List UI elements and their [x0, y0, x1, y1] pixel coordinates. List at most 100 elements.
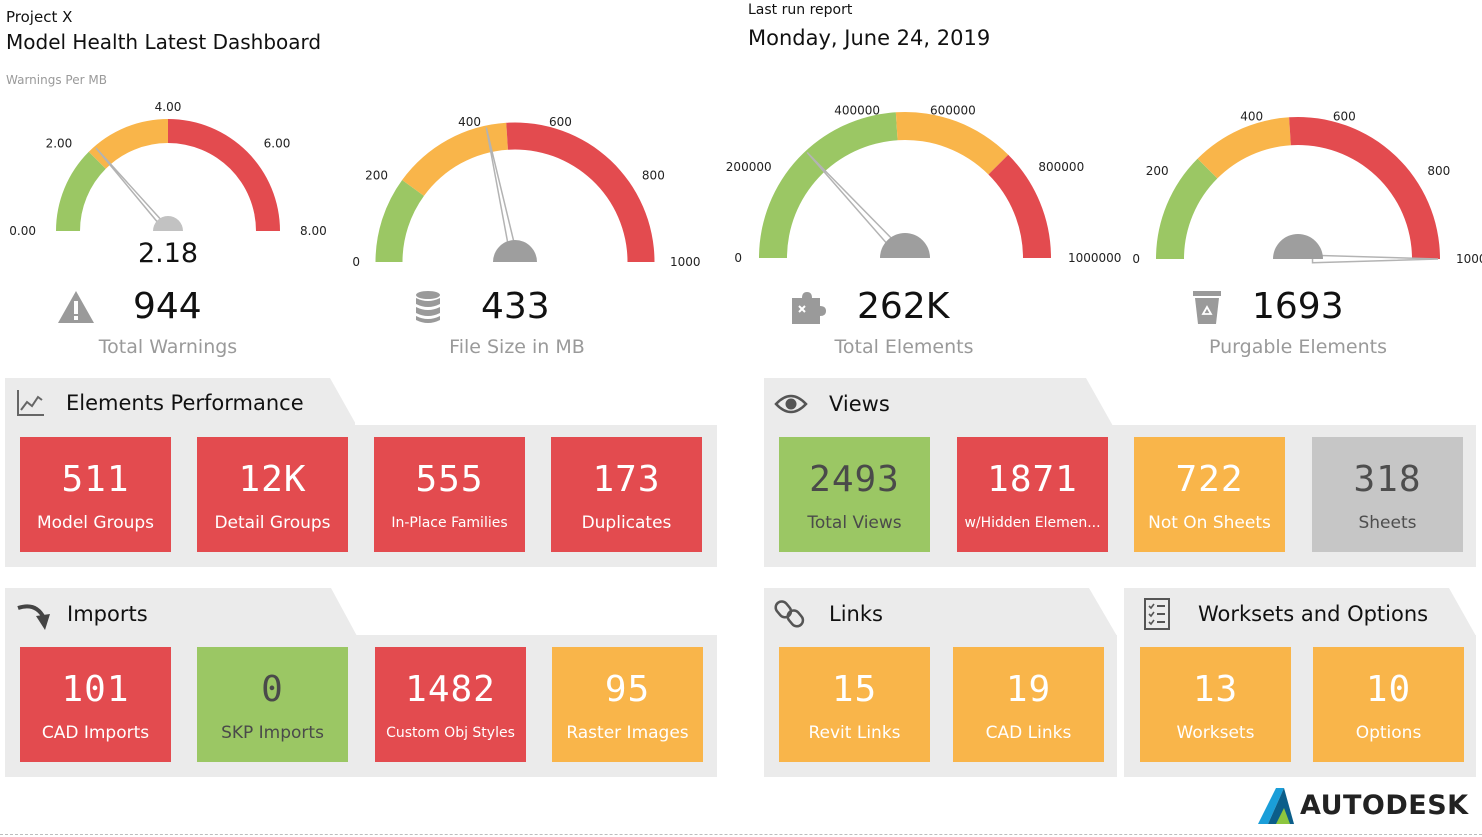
tile-elements-performance-3[interactable]: 173 Duplicates: [551, 437, 702, 552]
tile-label: Duplicates: [581, 513, 672, 533]
tile-value: 318: [1353, 459, 1422, 500]
tile-label: Custom Obj Styles: [386, 725, 515, 741]
tile-value: 1482: [405, 669, 496, 710]
tile-links-1[interactable]: 19 CAD Links: [953, 647, 1104, 762]
tile-value: 95: [604, 669, 651, 710]
gauge-band-green: [759, 112, 898, 258]
warnings-per-mb-label: Warnings Per MB: [6, 73, 107, 87]
tile-label: SKP Imports: [221, 723, 324, 743]
project-name: Project X: [6, 8, 73, 26]
gauge-tick-label: 8.00: [300, 224, 327, 238]
tile-imports-3[interactable]: 95 Raster Images: [552, 647, 703, 762]
tile-views-2[interactable]: 722 Not On Sheets: [1134, 437, 1285, 552]
gauge-tick-label: 400: [1240, 109, 1263, 123]
tile-label: Model Groups: [36, 513, 155, 533]
tile-label: Sheets: [1358, 513, 1417, 533]
gauge-tick-label: 0.00: [9, 224, 36, 238]
gauge-warnings-per-mb: 0.00 2.00 4.00 6.00 8.00: [9, 100, 326, 240]
gauge-tick-label: 1000: [1456, 252, 1482, 266]
eye-icon: [774, 390, 808, 422]
tile-value: 1871: [987, 459, 1078, 500]
gauge-svg: 0 200000 400000 600000 800000 1000000: [726, 104, 1122, 265]
links-title: Links: [829, 602, 883, 626]
gauge-tick-label: 0: [734, 251, 742, 265]
gauge-tick-label: 200: [365, 169, 388, 183]
gauge-tick-label: 600: [1333, 109, 1356, 123]
views-title: Views: [829, 392, 890, 416]
kpi-purgable-elements-value: 1693: [1252, 286, 1344, 327]
tile-label: CAD Links: [985, 723, 1072, 743]
tile-worksets-0[interactable]: 13 Worksets: [1140, 647, 1291, 762]
tile-label: Options: [1355, 723, 1422, 743]
tile-links-0[interactable]: 15 Revit Links: [779, 647, 930, 762]
import-arrow-icon: [16, 598, 50, 630]
gauge-tick-label: 800000: [1038, 160, 1084, 174]
tile-views-0[interactable]: 2493 Total Views: [779, 437, 930, 552]
autodesk-wordmark: AUTODESK: [1300, 790, 1469, 821]
tile-label: Revit Links: [808, 723, 901, 743]
gauge-band-green: [1156, 158, 1218, 259]
gauge-tick-label: 0: [352, 255, 360, 269]
tile-label: Worksets: [1176, 723, 1255, 743]
gauge-hub: [493, 240, 537, 262]
kpi-purgable-elements-label: Purgable Elements: [1209, 336, 1387, 358]
gauge-warnings-value: 2.18: [137, 238, 199, 269]
gauge-tick-label: 400: [458, 115, 481, 129]
gauge-svg: 0.00 2.00 4.00 6.00 8.00: [9, 100, 326, 238]
gauge-tick-label: 6.00: [264, 136, 291, 150]
autodesk-logo: AUTODESK: [1256, 786, 1476, 826]
tile-views-1[interactable]: 1871 w/Hidden Elemen...: [957, 437, 1108, 552]
tile-worksets-1[interactable]: 10 Options: [1313, 647, 1464, 762]
last-run-date: Monday, June 24, 2019: [748, 26, 991, 50]
tile-label: In-Place Families: [391, 515, 508, 531]
gauge-needle: [806, 151, 899, 251]
checklist-icon: [1143, 597, 1175, 630]
autodesk-logo-icon: [1256, 786, 1296, 826]
tile-value: 722: [1175, 459, 1244, 500]
tile-value: 2493: [809, 459, 900, 500]
warning-icon: [56, 288, 96, 328]
last-run-label: Last run report: [748, 2, 853, 18]
gauge-file-size: 0 200 400 600 800 1000: [352, 110, 701, 270]
tile-value: 12K: [238, 459, 307, 500]
gauge-hub: [1273, 234, 1323, 259]
tile-label: w/Hidden Elemen...: [964, 515, 1101, 531]
tile-value: 511: [61, 459, 130, 500]
gauge-tick-label: 200: [1146, 164, 1169, 178]
worksets-header-bg: [1124, 588, 1476, 636]
tile-value: 555: [415, 459, 484, 500]
tile-imports-1[interactable]: 0 SKP Imports: [197, 647, 348, 762]
imports-header-bg: [5, 588, 357, 636]
gauge-band-red: [988, 154, 1051, 258]
tile-elements-performance-0[interactable]: 511 Model Groups: [20, 437, 171, 552]
worksets-title: Worksets and Options: [1198, 602, 1429, 626]
tile-imports-2[interactable]: 1482 Custom Obj Styles: [375, 647, 526, 762]
gauge-tick-label: 800: [1427, 164, 1450, 178]
gauge-tick-label: 1000000: [1068, 251, 1121, 265]
dashboard-title: Model Health Latest Dashboard: [6, 30, 322, 54]
gauge-tick-label: 1000: [670, 255, 701, 269]
tile-label: Not On Sheets: [1148, 513, 1271, 533]
gauge-band-red: [1289, 117, 1440, 259]
gauge-tick-label: 0: [1132, 252, 1140, 266]
gauge-tick-label: 2.00: [46, 136, 73, 150]
recycle-bin-icon: [1190, 290, 1230, 330]
gauge-hub: [153, 216, 183, 231]
tile-views-3[interactable]: 318 Sheets: [1312, 437, 1463, 552]
gauge-tick-label: 800: [642, 169, 665, 183]
gauge-total-elements: 0 200000 400000 600000 800000 1000000: [726, 104, 1122, 268]
tile-label: Total Views: [807, 513, 902, 533]
tile-value: 0: [261, 669, 284, 710]
tile-value: 173: [592, 459, 661, 500]
gauge-band-green: [375, 180, 424, 262]
kpi-total-warnings-label: Total Warnings: [98, 336, 238, 358]
tile-elements-performance-2[interactable]: 555 In-Place Families: [374, 437, 525, 552]
gauge-band-orange: [88, 119, 168, 169]
tile-imports-0[interactable]: 101 CAD Imports: [20, 647, 171, 762]
gauge-svg: 0 200 400 600 800 1000: [1132, 109, 1482, 266]
tile-elements-performance-1[interactable]: 12K Detail Groups: [197, 437, 348, 552]
tile-value: 10: [1365, 669, 1412, 710]
puzzle-icon: [790, 290, 830, 330]
gauge-band-red: [168, 119, 280, 231]
gauge-needle: [95, 147, 166, 227]
